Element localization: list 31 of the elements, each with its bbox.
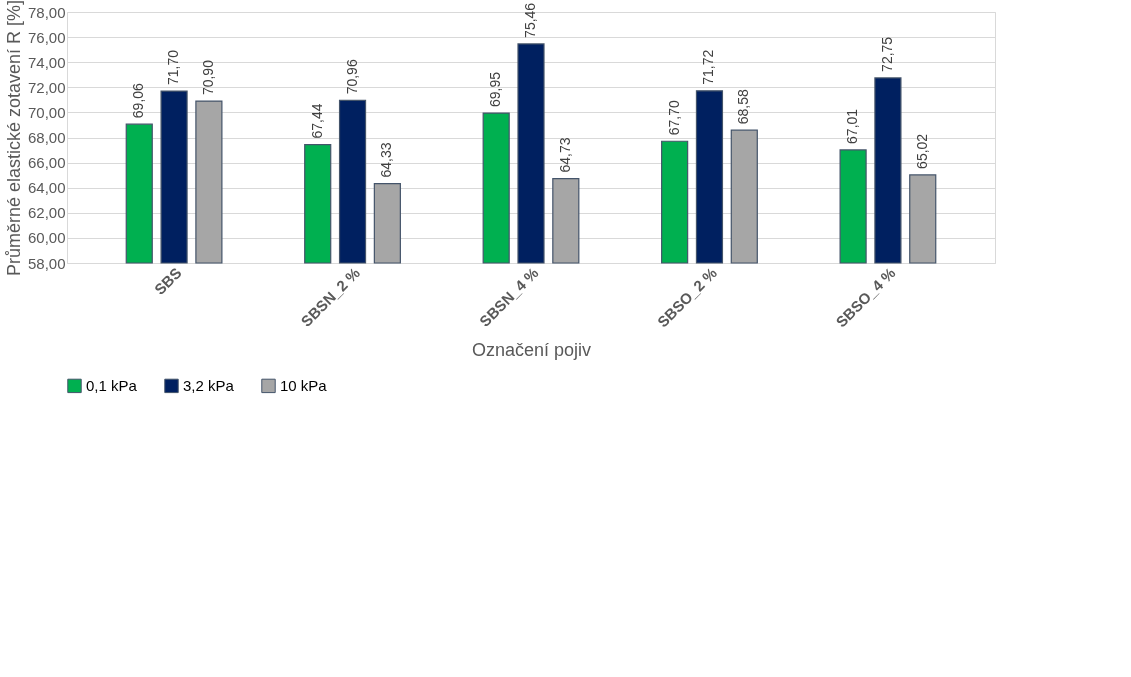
data-label: 65,02 [913, 133, 930, 169]
y-tick-label: 58,00 [27, 254, 66, 272]
data-label: 67,70 [665, 100, 682, 136]
y-tick-label: 78,00 [27, 3, 66, 21]
y-tick-label: 64,00 [27, 179, 66, 197]
x-axis-title: Označení pojiv [471, 340, 592, 361]
y-tick-label: 62,00 [27, 204, 66, 222]
data-label: 64,33 [378, 142, 395, 178]
data-label: 68,58 [735, 88, 752, 125]
y-tick-label: 72,00 [27, 78, 66, 96]
data-label: 64,73 [556, 137, 573, 173]
y-tick-label: 74,00 [27, 53, 66, 71]
data-label: 70,96 [343, 59, 360, 95]
y-tick-label: 76,00 [27, 28, 66, 46]
data-label: 71,72 [700, 49, 717, 85]
data-label: 70,90 [199, 59, 216, 96]
data-label: 69,95 [487, 71, 504, 108]
y-axis-title: Průměrné elastické zotavení R [%] [3, 0, 24, 277]
y-tick-label: 66,00 [27, 154, 66, 172]
data-label: 72,75 [878, 36, 895, 72]
data-label: 69,06 [130, 82, 147, 119]
y-tick-label: 70,00 [27, 103, 66, 121]
legend-label: 10 kPa [280, 376, 328, 394]
data-label: 67,44 [308, 103, 325, 139]
data-label: 71,70 [165, 49, 182, 86]
legend-label: 3,2 kPa [183, 376, 235, 394]
data-label: 67,01 [844, 108, 861, 144]
y-tick-label: 60,00 [27, 229, 66, 247]
y-tick-label: 68,00 [27, 129, 66, 146]
legend-label: 0,1 kPa [86, 376, 138, 394]
data-label: 75,46 [522, 2, 538, 38]
